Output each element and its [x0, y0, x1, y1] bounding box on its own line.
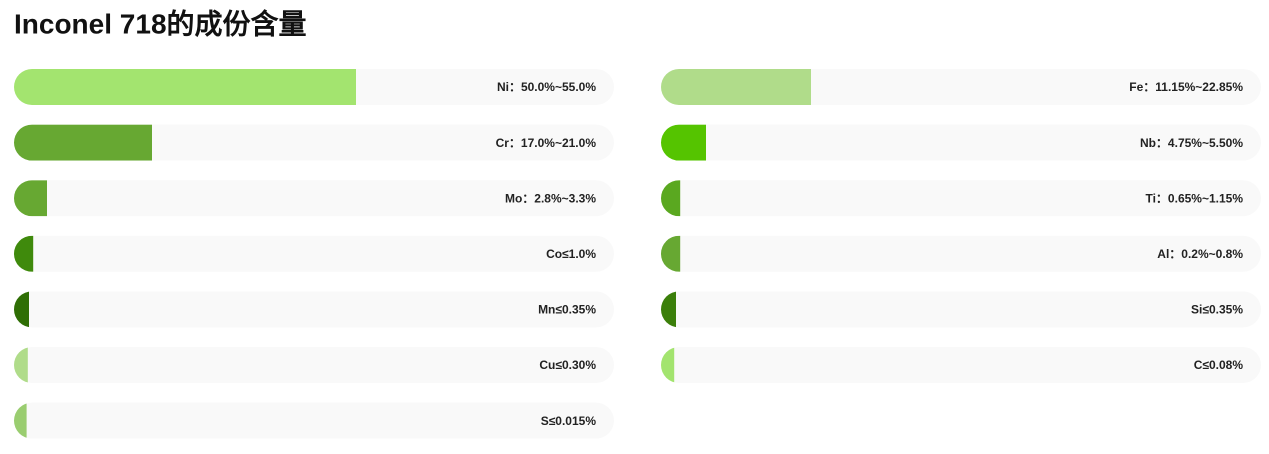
bar — [14, 124, 152, 161]
bar — [14, 291, 29, 328]
bar-label: Ti：0.65%~1.15% — [1145, 191, 1243, 205]
track — [14, 124, 614, 161]
bar — [14, 235, 34, 272]
track — [14, 347, 614, 383]
track — [661, 235, 1261, 272]
bar-label: Al：0.2%~0.8% — [1157, 247, 1243, 261]
track — [661, 124, 1261, 161]
track — [14, 402, 614, 439]
bar — [14, 402, 27, 439]
bar — [14, 180, 47, 217]
bar — [661, 291, 676, 328]
bar-label: Ni：50.0%~55.0% — [497, 80, 596, 94]
bar-label: Si≤0.35% — [1191, 303, 1243, 317]
track — [661, 180, 1261, 217]
bar-label: S≤0.015% — [541, 414, 597, 428]
bar-label: Cr：17.0%~21.0% — [496, 136, 597, 150]
track — [661, 291, 1261, 328]
bar — [661, 347, 675, 383]
bar-label: Fe：11.15%~22.85% — [1129, 80, 1243, 94]
track — [14, 180, 614, 217]
bar — [14, 347, 28, 383]
bar-label: Mn≤0.35% — [538, 303, 596, 317]
bar — [661, 124, 706, 161]
track — [661, 347, 1261, 383]
bar-label: Cu≤0.30% — [539, 358, 596, 372]
bar-label: C≤0.08% — [1194, 358, 1244, 372]
track — [14, 235, 614, 272]
bar-label: Co≤1.0% — [546, 247, 596, 261]
track — [14, 291, 614, 328]
chart-title: Inconel 718的成份含量 — [14, 7, 307, 39]
bar — [661, 69, 811, 105]
bar-label: Nb：4.75%~5.50% — [1140, 136, 1243, 150]
bar — [661, 180, 681, 217]
bar — [661, 235, 681, 272]
bar — [14, 69, 356, 105]
bar-label: Mo：2.8%~3.3% — [505, 191, 596, 205]
